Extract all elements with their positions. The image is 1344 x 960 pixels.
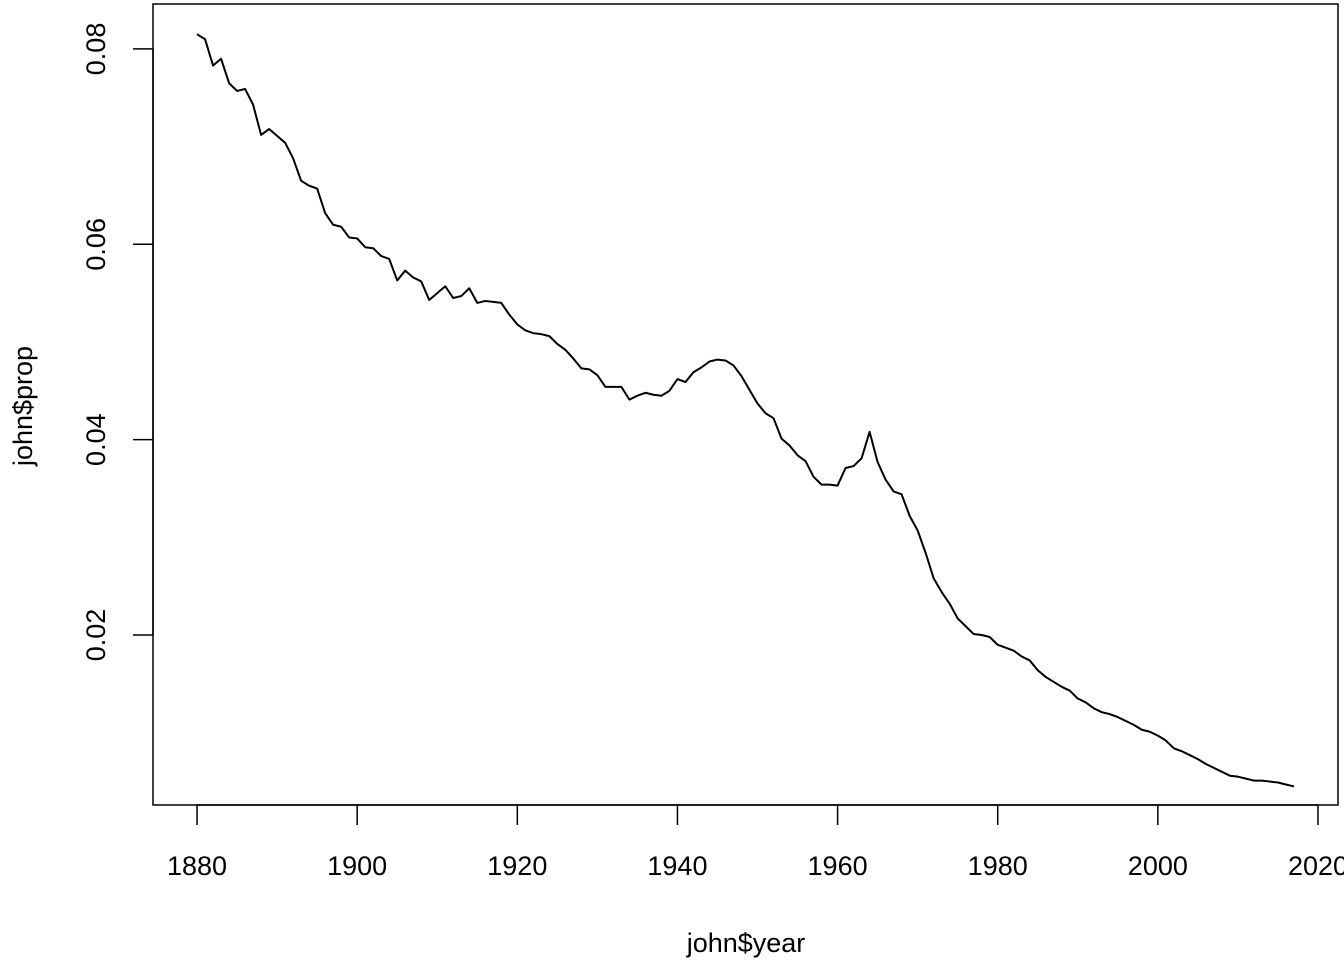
- plot-frame: [152, 3, 1339, 806]
- x-tick-label: 1900: [327, 851, 387, 881]
- y-tick-label: 0.06: [81, 218, 111, 271]
- x-tick-label: 1980: [968, 851, 1028, 881]
- x-tick-label: 2000: [1128, 851, 1188, 881]
- x-axis-label: john$year: [686, 928, 806, 958]
- y-axis-label: john$prop: [8, 346, 38, 467]
- series-line-0: [196, 33, 1295, 788]
- x-tick-label: 1960: [808, 851, 868, 881]
- y-tick-label: 0.02: [81, 609, 111, 662]
- x-axis: 1880 1900 1920 1940 1960 1980 2000 2020: [167, 804, 1344, 881]
- y-tick-label: 0.04: [81, 413, 111, 466]
- y-axis: 0.02 0.04 0.06 0.08: [81, 23, 154, 662]
- x-tick-label: 2020: [1288, 851, 1344, 881]
- x-tick-label: 1940: [647, 851, 707, 881]
- series-layer: [196, 33, 1295, 788]
- x-tick-label: 1920: [487, 851, 547, 881]
- y-tick-label: 0.08: [81, 23, 111, 76]
- x-tick-label: 1880: [167, 851, 227, 881]
